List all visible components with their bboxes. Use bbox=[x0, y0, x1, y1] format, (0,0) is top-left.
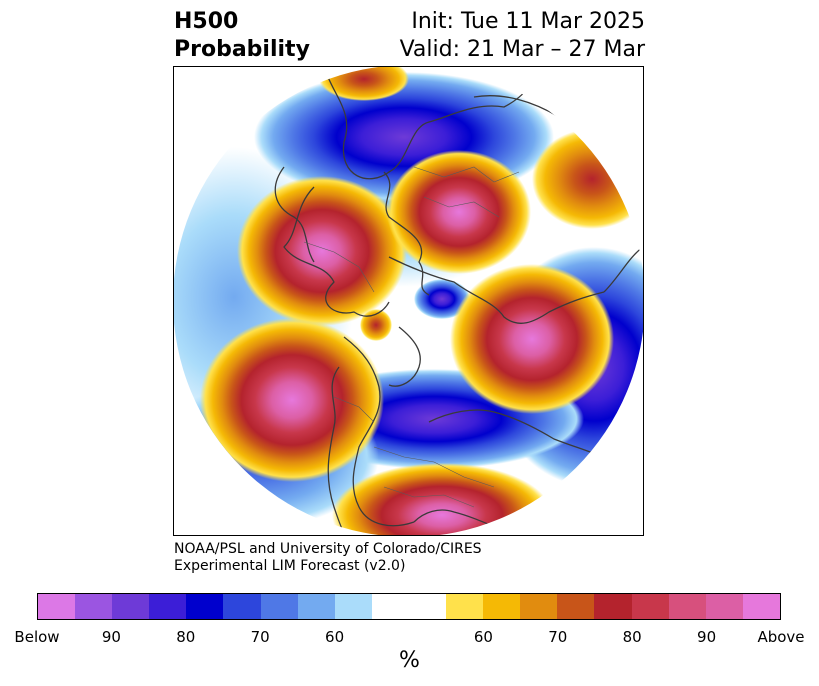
credit-line-1: NOAA/PSL and University of Colorado/CIRE… bbox=[174, 541, 482, 557]
anomaly-below-polar bbox=[414, 279, 470, 319]
title-line-1: H500 bbox=[174, 9, 239, 34]
colorbar-swatch bbox=[631, 594, 669, 619]
colorbar-swatch bbox=[557, 594, 595, 619]
probability-map bbox=[174, 67, 643, 535]
credit-line-2: Experimental LIM Forecast (v2.0) bbox=[174, 558, 406, 574]
colorbar-tick-label: 70 bbox=[548, 628, 568, 646]
colorbar-swatch bbox=[705, 594, 743, 619]
title-line-2: Probability bbox=[174, 37, 310, 62]
colorbar-swatch bbox=[149, 594, 187, 619]
colorbar-swatch bbox=[38, 594, 76, 619]
colorbar-tick-label: 80 bbox=[622, 628, 642, 646]
colorbar-swatch bbox=[483, 594, 521, 619]
colorbar-swatch bbox=[334, 594, 372, 619]
colorbar bbox=[37, 593, 781, 620]
colorbar-tick-label: 90 bbox=[101, 628, 121, 646]
map-panel bbox=[173, 66, 644, 536]
anomaly-above-canada bbox=[237, 176, 407, 326]
colorbar-swatch bbox=[668, 594, 706, 619]
colorbar-swatch bbox=[446, 594, 484, 619]
colorbar-tick-label: Above bbox=[757, 628, 805, 646]
colorbar-swatch bbox=[371, 594, 409, 619]
colorbar-tick-label: Below bbox=[14, 628, 60, 646]
credit-block: NOAA/PSL and University of Colorado/CIRE… bbox=[174, 541, 482, 575]
colorbar-tick-label: 70 bbox=[250, 628, 270, 646]
colorbar-swatch bbox=[186, 594, 224, 619]
colorbar-swatch bbox=[75, 594, 113, 619]
colorbar-swatch bbox=[408, 594, 447, 619]
north-pole-marker bbox=[404, 296, 414, 306]
colorbar-swatch bbox=[223, 594, 261, 619]
colorbar-ticks: Below 90 80 70 60 60 70 80 90 Above bbox=[0, 628, 819, 648]
valid-range: Valid: 21 Mar – 27 Mar bbox=[399, 37, 645, 62]
colorbar-tick-label: 60 bbox=[473, 628, 493, 646]
colorbar-swatch bbox=[520, 594, 558, 619]
colorbar-tick-label: 80 bbox=[176, 628, 196, 646]
colorbar-tick-label: 90 bbox=[697, 628, 717, 646]
init-date: Init: Tue 11 Mar 2025 bbox=[411, 9, 645, 34]
colorbar-swatch bbox=[112, 594, 150, 619]
anomaly-above-alaska bbox=[200, 318, 384, 482]
anomaly-above-europe bbox=[387, 150, 531, 274]
colorbar-unit: % bbox=[399, 648, 420, 673]
colorbar-swatch bbox=[594, 594, 632, 619]
anomaly-above-siberia bbox=[450, 264, 614, 414]
date-block: Init: Tue 11 Mar 2025 Valid: 21 Mar – 27… bbox=[400, 8, 645, 64]
colorbar-swatch bbox=[297, 594, 335, 619]
anomaly-above-small bbox=[360, 309, 392, 341]
colorbar-tick-label: 60 bbox=[325, 628, 345, 646]
colorbar-swatch bbox=[260, 594, 298, 619]
title-block: H500 Probability bbox=[174, 8, 310, 64]
anomaly-above-se-us bbox=[332, 463, 552, 535]
colorbar-swatch bbox=[742, 594, 780, 619]
